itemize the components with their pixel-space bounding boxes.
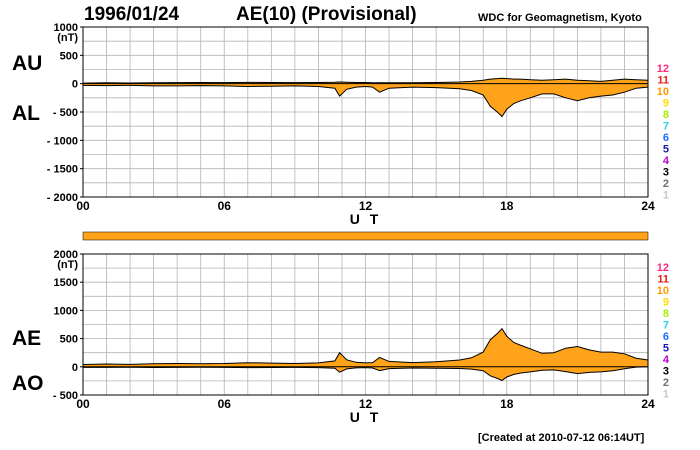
chart-title: AE(10) (Provisional) bbox=[236, 4, 417, 25]
panel2-station-legend-item: 10 bbox=[657, 285, 669, 297]
chart-date: 1996/01/24 bbox=[84, 4, 180, 25]
panel1-station-legend-item: 5 bbox=[663, 144, 669, 156]
panel1-station-legend-item: 7 bbox=[663, 121, 669, 133]
panel1-band bbox=[83, 78, 648, 117]
panel2-station-legend-item: 2 bbox=[663, 377, 669, 389]
panel2-station-legend-item: 9 bbox=[663, 297, 669, 309]
panel1-xlabel: U T bbox=[350, 211, 382, 227]
panel1-xtick-label: 00 bbox=[76, 199, 90, 213]
panel1-ytick-label: 500 bbox=[60, 50, 78, 62]
panel2-ytick-label: 1500 bbox=[54, 277, 78, 289]
panel2-station-legend-item: 6 bbox=[663, 331, 669, 343]
panel2-xlabel: U T bbox=[350, 409, 382, 425]
panel1-ytick-label: - 1000 bbox=[47, 135, 78, 147]
panel1-xtick-label: 18 bbox=[500, 199, 514, 213]
panel1-au-line bbox=[82, 77, 649, 84]
panel1-xtick-label: 24 bbox=[641, 199, 655, 213]
au-label: AU bbox=[12, 52, 43, 75]
panel2-ytick-label: 500 bbox=[60, 334, 78, 346]
created-timestamp: [Created at 2010-07-12 06:14UT] bbox=[478, 432, 645, 444]
panel2-xtick-label: 18 bbox=[500, 397, 514, 411]
panel1-station-legend-item: 1 bbox=[663, 190, 669, 202]
panel1-station-legend-item: 10 bbox=[657, 86, 669, 98]
panel2-station-legend-item: 5 bbox=[663, 343, 669, 355]
panel2-ylabel: (nT) bbox=[57, 259, 78, 271]
panel2-xtick-label: 24 bbox=[641, 397, 655, 411]
panel2-station-legend-item: 3 bbox=[663, 366, 669, 378]
al-label: AL bbox=[12, 102, 40, 125]
panel2-ytick-label: 2000 bbox=[54, 249, 78, 261]
panel1-xtick-label: 12 bbox=[359, 199, 373, 213]
panel1-al-line bbox=[82, 84, 649, 118]
panel2-station-legend-item: 12 bbox=[657, 262, 669, 274]
panel1-station-legend-item: 4 bbox=[663, 155, 670, 167]
panel1-ytick-label: - 500 bbox=[53, 107, 78, 119]
ae-label: AE bbox=[12, 327, 42, 350]
panel2-station-legend-item: 7 bbox=[663, 320, 669, 332]
panel2-xtick-label: 00 bbox=[76, 397, 90, 411]
panel2-station-legend-item: 8 bbox=[663, 308, 669, 320]
panel1-ytick-label: - 1500 bbox=[47, 164, 78, 176]
panel2-frame bbox=[82, 253, 649, 396]
panel1-station-legend-item: 6 bbox=[663, 132, 669, 144]
separator-bar bbox=[82, 231, 649, 241]
panel2-xtick-label: 12 bbox=[359, 397, 373, 411]
panel2-station-legend-item: 1 bbox=[663, 389, 669, 401]
panel1-ytick-label: 0 bbox=[72, 79, 78, 91]
panel2-station-legend-item: 4 bbox=[663, 354, 670, 366]
panel1-station-legend-item: 3 bbox=[663, 167, 669, 179]
panel2-xtick-label: 06 bbox=[218, 397, 232, 411]
panel2-ao-line bbox=[83, 366, 649, 381]
panel1-station-legend-item: 11 bbox=[657, 75, 669, 87]
ao-label: AO bbox=[12, 372, 44, 395]
panel1-ylabel: (nT) bbox=[57, 32, 78, 44]
panel2-ytick-label: 1000 bbox=[54, 305, 78, 317]
panel1-station-legend-item: 8 bbox=[663, 109, 669, 121]
panel1-ytick-label: 1000 bbox=[54, 22, 78, 34]
panel2-band bbox=[83, 328, 648, 381]
panel1-station-legend-item: 9 bbox=[663, 98, 669, 110]
panel1-station-legend-item: 12 bbox=[657, 63, 669, 75]
panel1-xtick-label: 06 bbox=[218, 199, 232, 213]
data-source: WDC for Geomagnetism, Kyoto bbox=[478, 12, 642, 24]
panel2-ae-line bbox=[82, 327, 649, 365]
panel1-ytick-label: - 2000 bbox=[47, 192, 78, 204]
panel2-ytick-label: 0 bbox=[72, 362, 78, 374]
panel1-station-legend-item: 2 bbox=[663, 178, 669, 190]
panel2-station-legend-item: 11 bbox=[657, 274, 669, 286]
panel2-ytick-label: - 500 bbox=[53, 390, 78, 402]
